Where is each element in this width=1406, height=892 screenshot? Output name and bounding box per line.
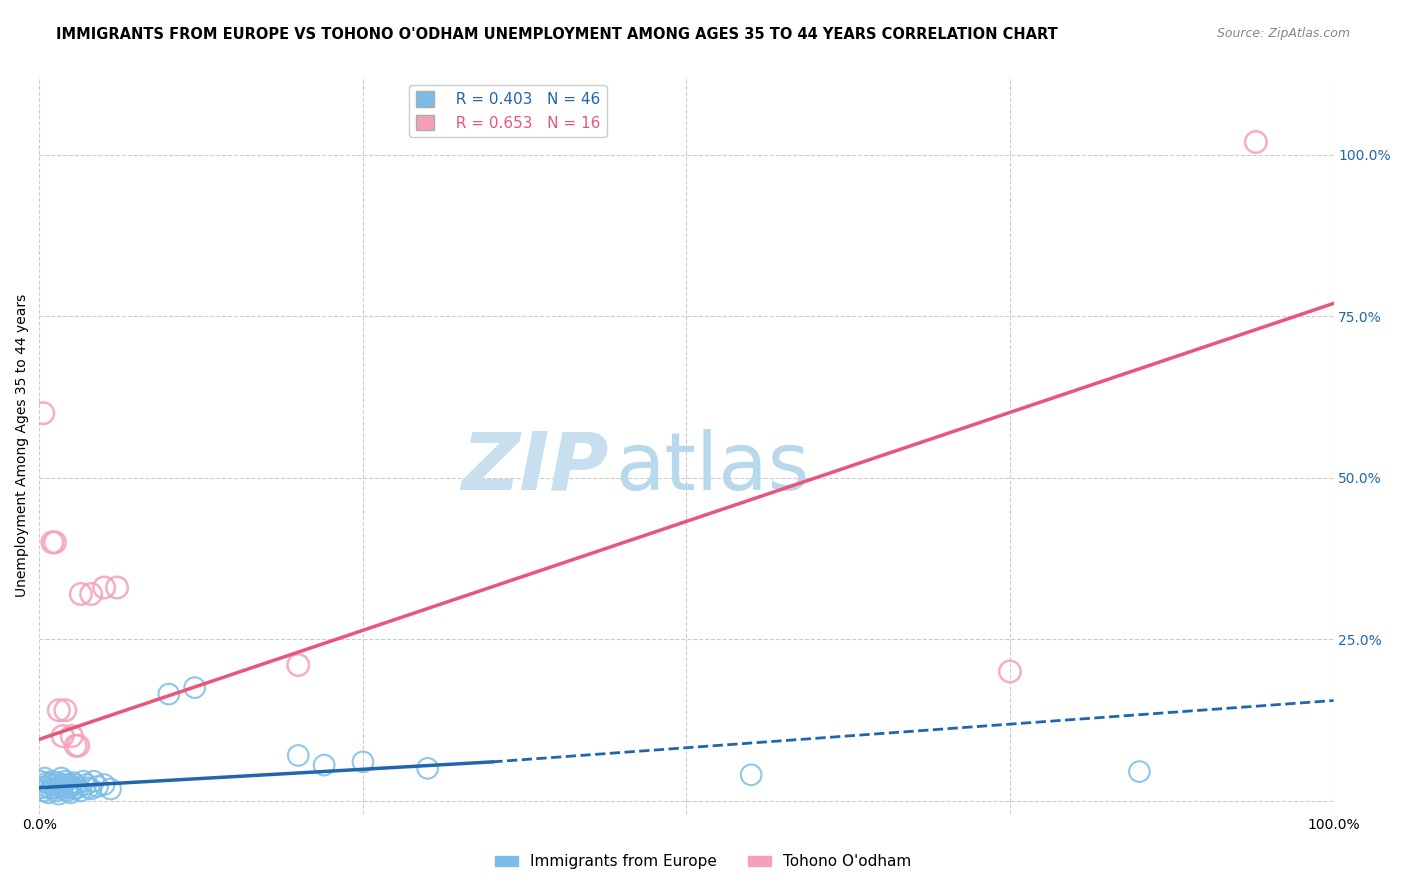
Point — [30, 774, 52, 789]
Point — [287, 748, 309, 763]
Text: ZIP: ZIP — [461, 428, 609, 507]
Point — [60, 780, 83, 794]
Point — [53, 774, 76, 789]
Point — [53, 777, 76, 791]
Point — [58, 777, 80, 791]
Point — [37, 786, 59, 800]
Point — [416, 761, 439, 775]
Point — [38, 777, 60, 791]
Point — [93, 777, 115, 791]
Point — [32, 784, 55, 798]
Point — [105, 581, 128, 595]
Point — [998, 665, 1021, 679]
Point — [59, 786, 82, 800]
Point — [48, 703, 70, 717]
Text: atlas: atlas — [616, 428, 810, 507]
Point — [60, 729, 83, 743]
Point — [53, 703, 76, 717]
Point — [352, 755, 374, 769]
Point — [80, 782, 103, 797]
Point — [52, 729, 75, 743]
Point — [63, 782, 86, 797]
Point — [62, 775, 84, 789]
Point — [86, 780, 108, 794]
Point — [35, 780, 58, 794]
Point — [45, 784, 67, 798]
Legend: Immigrants from Europe, Tohono O'odham: Immigrants from Europe, Tohono O'odham — [489, 848, 917, 875]
Point — [75, 777, 97, 791]
Point — [67, 739, 90, 753]
Point — [51, 771, 73, 785]
Point — [49, 780, 72, 794]
Point — [41, 535, 63, 549]
Point — [80, 587, 103, 601]
Point — [42, 777, 65, 791]
Point — [55, 784, 77, 798]
Point — [69, 784, 91, 798]
Point — [1244, 135, 1267, 149]
Point — [314, 758, 336, 772]
Point — [77, 780, 100, 795]
Point — [100, 782, 122, 797]
Point — [44, 780, 66, 795]
Point — [56, 780, 79, 795]
Point — [65, 739, 87, 753]
Point — [740, 768, 762, 782]
Point — [65, 777, 87, 791]
Point — [157, 687, 180, 701]
Y-axis label: Unemployment Among Ages 35 to 44 years: Unemployment Among Ages 35 to 44 years — [15, 293, 30, 597]
Point — [93, 581, 115, 595]
Text: Source: ZipAtlas.com: Source: ZipAtlas.com — [1216, 27, 1350, 40]
Point — [41, 774, 63, 789]
Point — [44, 535, 66, 549]
Point — [69, 587, 91, 601]
Point — [48, 787, 70, 801]
Point — [67, 780, 90, 795]
Point — [72, 774, 94, 789]
Point — [37, 775, 59, 789]
Point — [32, 406, 55, 420]
Point — [83, 774, 105, 789]
Point — [39, 782, 62, 797]
Point — [287, 658, 309, 673]
Point — [31, 780, 53, 795]
Point — [34, 771, 56, 785]
Point — [183, 681, 205, 695]
Legend:   R = 0.403   N = 46,   R = 0.653   N = 16: R = 0.403 N = 46, R = 0.653 N = 16 — [409, 85, 606, 136]
Point — [52, 782, 75, 797]
Point — [46, 775, 69, 789]
Point — [1128, 764, 1150, 779]
Text: IMMIGRANTS FROM EUROPE VS TOHONO O'ODHAM UNEMPLOYMENT AMONG AGES 35 TO 44 YEARS : IMMIGRANTS FROM EUROPE VS TOHONO O'ODHAM… — [56, 27, 1057, 42]
